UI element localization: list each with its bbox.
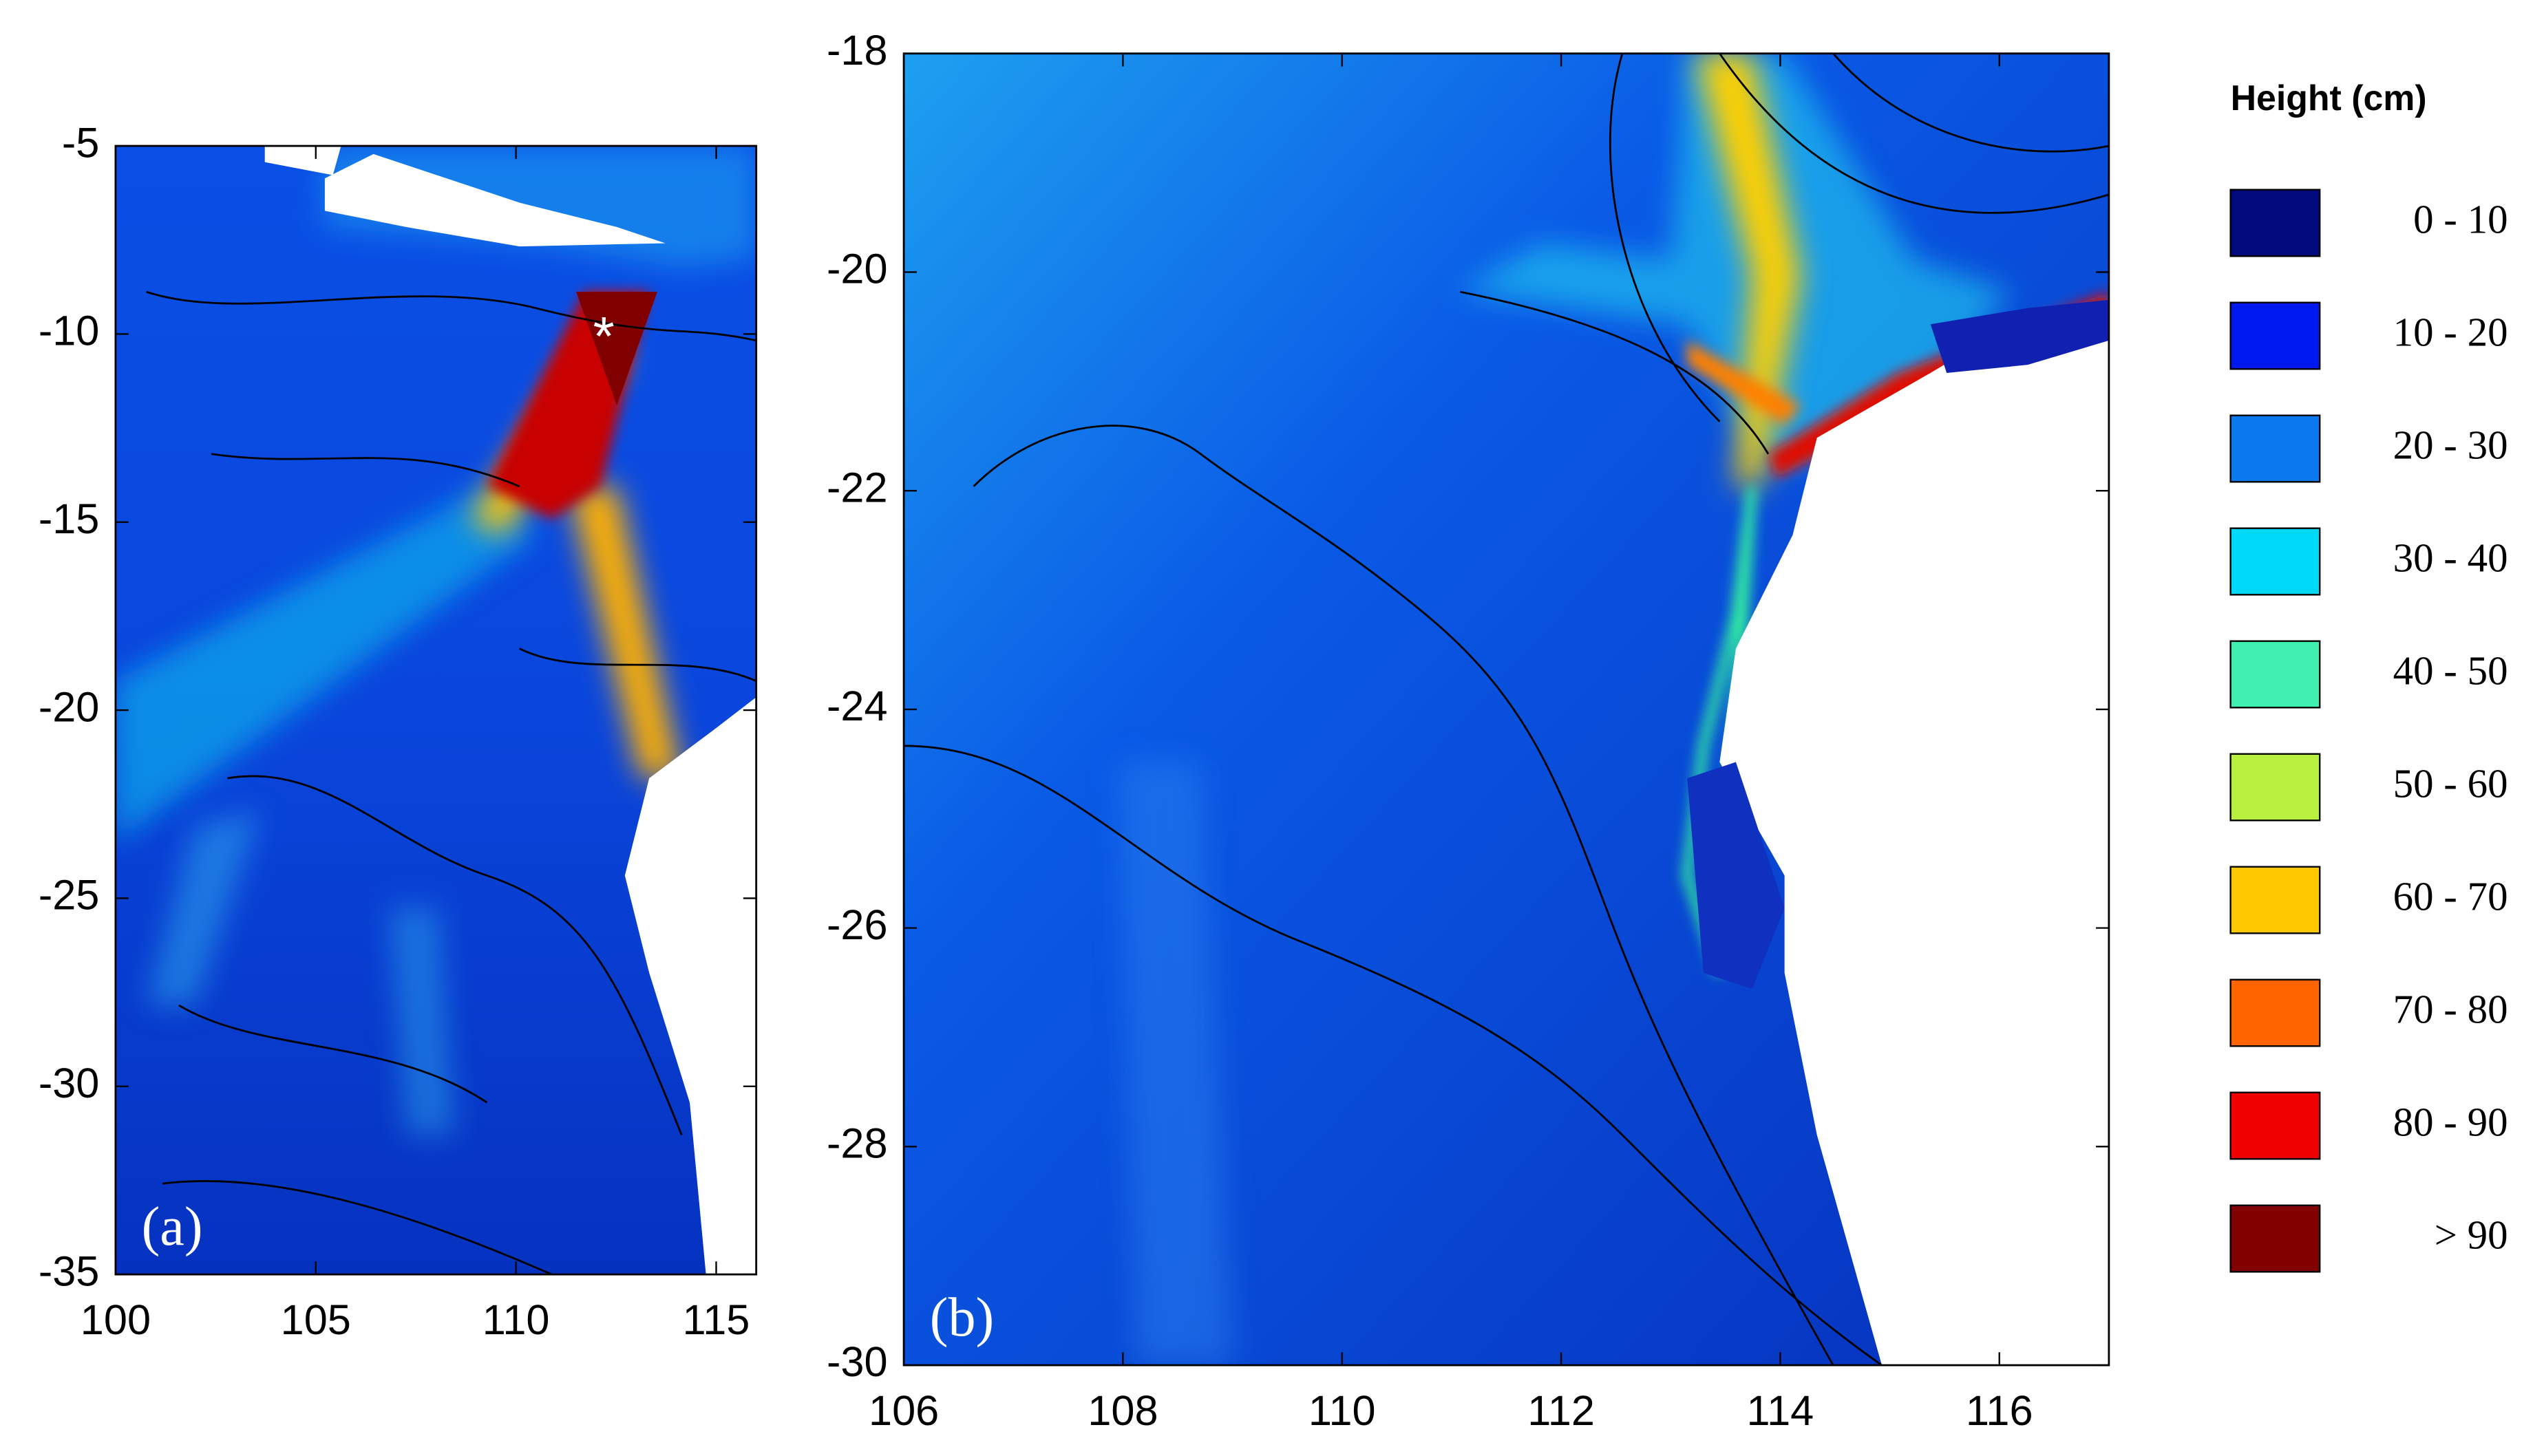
y-tick-label: -25: [39, 872, 100, 919]
legend-swatch: [2229, 640, 2321, 709]
legend-swatch: [2229, 189, 2321, 257]
x-tick-label: 116: [1966, 1387, 2033, 1434]
x-tick-label: 112: [1527, 1387, 1595, 1434]
epicenter-marker: *: [593, 305, 615, 367]
heatmap-b: [904, 53, 2109, 1366]
x-tick-label: 114: [1747, 1387, 1814, 1434]
legend-label: 0 - 10: [2413, 197, 2508, 242]
legend-swatch: [2229, 753, 2321, 822]
legend-label: 80 - 90: [2393, 1100, 2508, 1145]
x-tick-label: 106: [869, 1387, 939, 1434]
legend-label: 50 - 60: [2393, 762, 2508, 806]
legend-label: 60 - 70: [2393, 875, 2508, 919]
y-tick-label: -35: [39, 1248, 100, 1294]
legend-title: Height (cm): [2231, 78, 2427, 118]
x-tick-label: 105: [281, 1296, 351, 1343]
y-tick-label: -10: [39, 308, 100, 354]
y-tick-label: -22: [827, 464, 888, 511]
legend-swatch: [2229, 527, 2321, 596]
y-tick-label: -30: [827, 1338, 888, 1385]
y-tick-label: -24: [827, 683, 888, 729]
y-tick-label: -30: [39, 1060, 100, 1106]
legend-label: > 90: [2435, 1213, 2508, 1258]
legend-swatch: [2229, 1091, 2321, 1160]
legend: Height (cm) 0 - 10 10 - 20 20 - 30 30 - 40 40…: [2229, 78, 2508, 1273]
legend-swatch: [2229, 1204, 2321, 1273]
y-tick-label: -26: [827, 901, 888, 948]
y-tick-label: -20: [39, 683, 100, 730]
x-tick-label: 108: [1088, 1387, 1158, 1434]
x-tick-label: 110: [1308, 1387, 1376, 1434]
legend-swatch: [2229, 301, 2321, 370]
legend-swatch: [2229, 866, 2321, 934]
x-tick-label: 115: [683, 1296, 750, 1343]
y-tick-label: -15: [39, 495, 100, 542]
axes: 100 105 110 115 -5 -10 -15 -20 -25 -30 -35 (a) 106 10…: [39, 27, 2110, 1434]
legend-label: 40 - 50: [2393, 649, 2508, 694]
heatmap-a: *: [115, 146, 756, 1275]
y-tick-label: -5: [62, 119, 99, 166]
legend-swatch: [2229, 978, 2321, 1047]
y-tick-label: -18: [827, 27, 888, 74]
x-tick-label: 100: [81, 1296, 151, 1343]
legend-label: 70 - 80: [2393, 987, 2508, 1032]
y-tick-label: -20: [827, 246, 888, 292]
legend-label: 10 - 20: [2393, 310, 2508, 355]
legend-swatch: [2229, 414, 2321, 483]
x-tick-label: 110: [483, 1296, 550, 1343]
legend-label: 20 - 30: [2393, 423, 2508, 468]
panel-label: (a): [142, 1197, 203, 1257]
y-tick-label: -28: [827, 1120, 888, 1167]
panel-label: (b): [930, 1287, 994, 1348]
legend-label: 30 - 40: [2393, 536, 2508, 581]
